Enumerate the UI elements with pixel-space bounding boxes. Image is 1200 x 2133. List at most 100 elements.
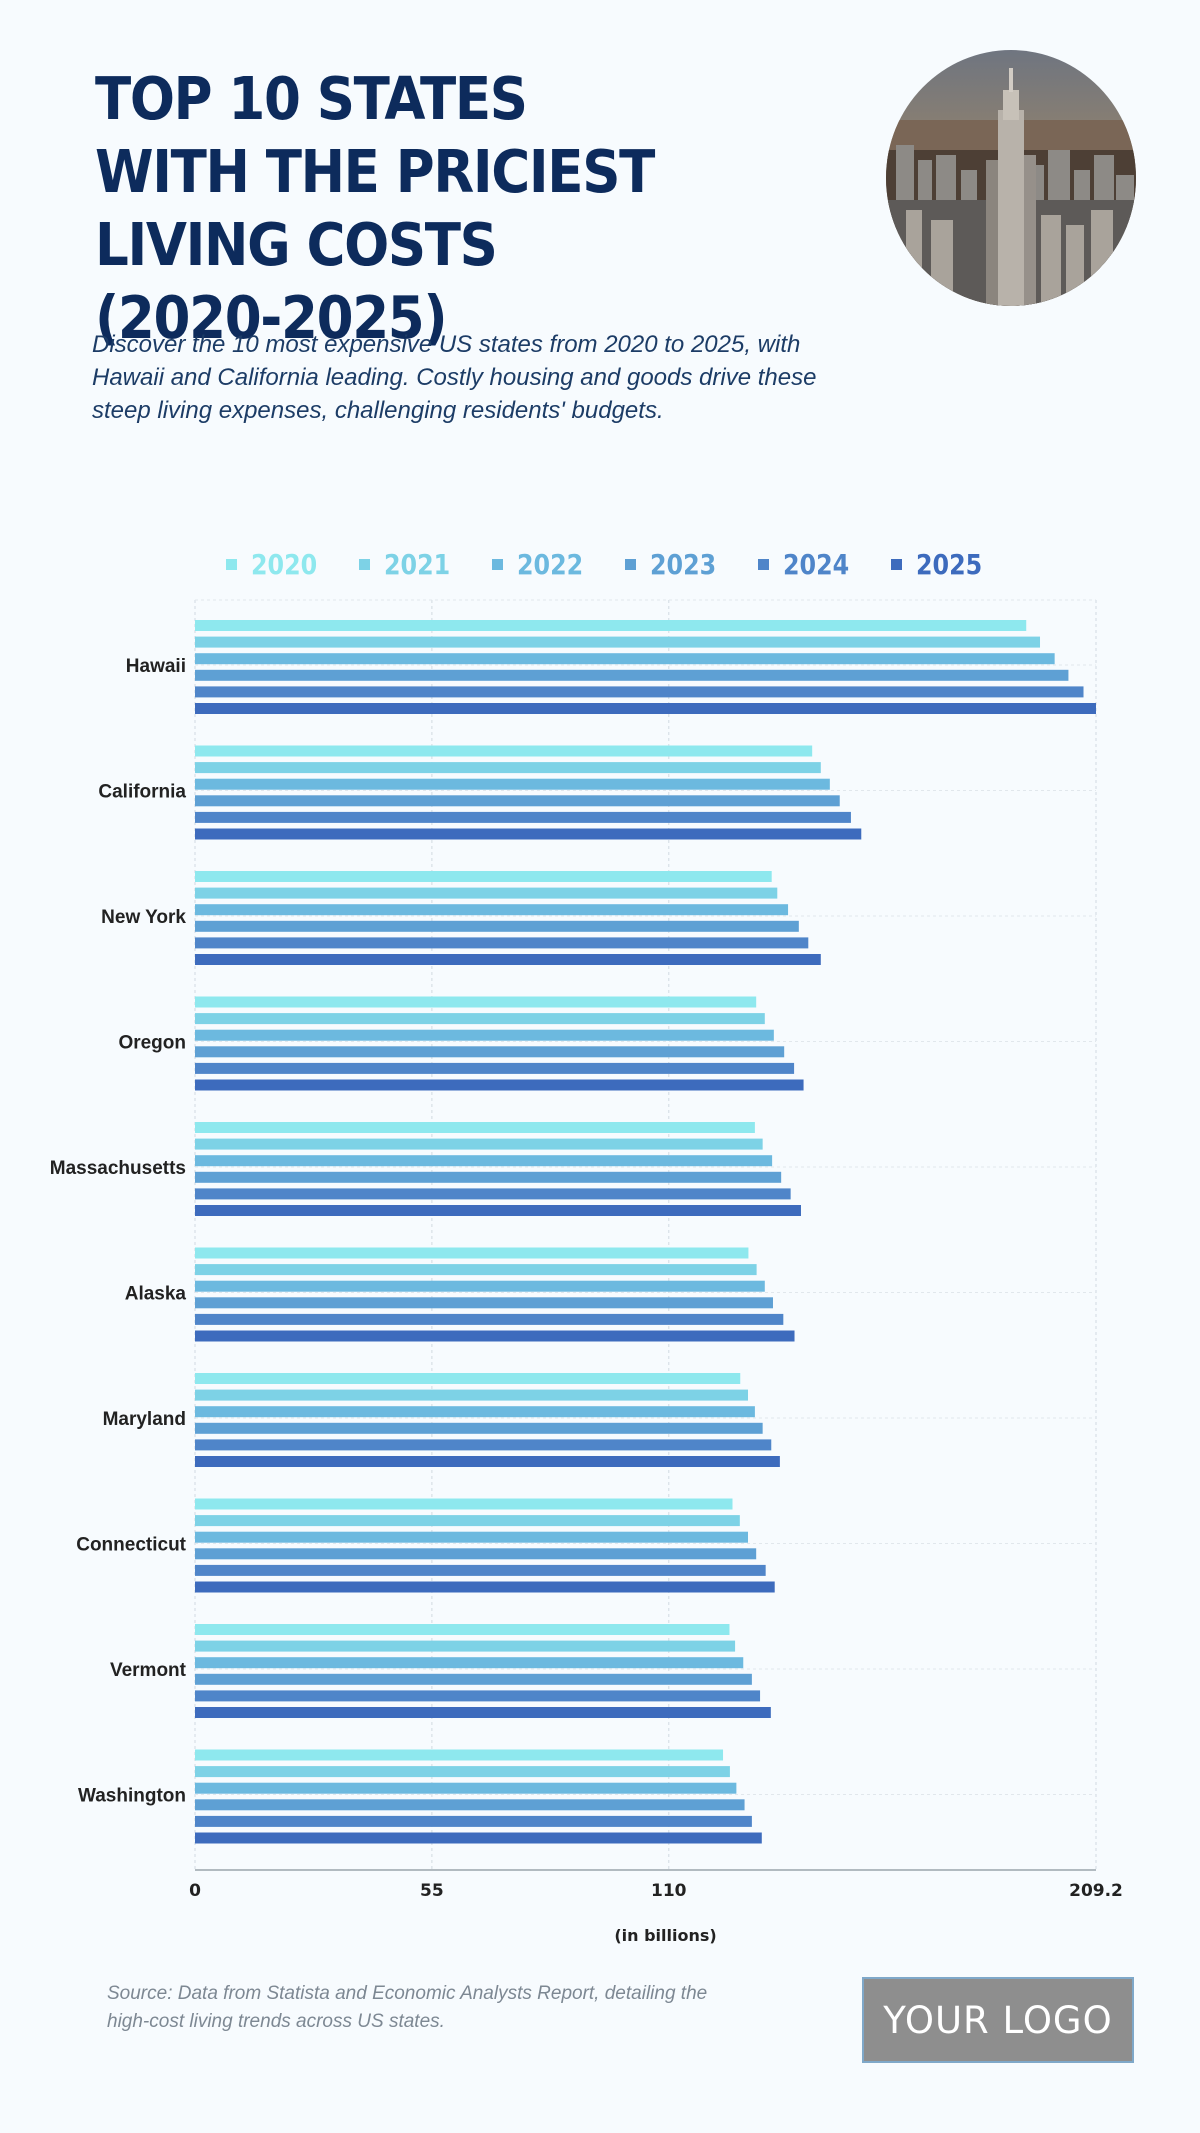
x-tick-label: 0 [189, 1881, 201, 1901]
bar-california-2020 [195, 745, 813, 757]
bar-hawaii-2022 [195, 653, 1055, 665]
legend-item-2021: 2021 [359, 548, 462, 581]
legend-item-2023: 2023 [625, 548, 728, 581]
category-label: Oregon [118, 1033, 186, 1054]
bar-massachusetts-2024 [195, 1188, 791, 1200]
bar-washington-2022 [195, 1782, 737, 1794]
bar-washington-2023 [195, 1799, 745, 1811]
legend-label-2023: 2023 [650, 548, 717, 581]
bar-alaska-2021 [195, 1264, 757, 1276]
legend-swatch-2020 [226, 559, 238, 570]
bar-california-2021 [195, 762, 821, 774]
chart-legend: 2020 2021 2022 2023 2024 2025 [0, 548, 1200, 581]
legend-label-2021: 2021 [384, 548, 451, 581]
bar-hawaii-2021 [195, 636, 1041, 648]
legend-label-2024: 2024 [782, 548, 850, 581]
bar-california-2025 [195, 828, 862, 840]
bar-massachusetts-2021 [195, 1138, 763, 1150]
bar-massachusetts-2020 [195, 1122, 755, 1133]
bar-connecticut-2020 [195, 1498, 733, 1510]
bar-vermont-2023 [195, 1673, 752, 1685]
bar-connecticut-2025 [195, 1581, 775, 1593]
category-label: New York [101, 907, 186, 928]
legend-swatch-2021 [359, 559, 371, 570]
source-note: Source: Data from Statista and Economic … [107, 1983, 708, 2032]
bar-connecticut-2024 [195, 1564, 766, 1576]
bar-vermont-2025 [195, 1707, 771, 1718]
legend-label-2020: 2020 [251, 548, 318, 581]
bar-hawaii-2025 [195, 703, 1096, 714]
bar-california-2022 [195, 778, 830, 790]
bar-vermont-2024 [195, 1690, 761, 1702]
category-label: Alaska [125, 1284, 187, 1305]
bar-maryland-2022 [195, 1406, 755, 1418]
bar-oregon-2022 [195, 1029, 774, 1041]
bar-hawaii-2023 [195, 669, 1069, 681]
bar-new-york-2020 [195, 871, 772, 882]
bar-hawaii-2024 [195, 686, 1084, 698]
legend-item-2020: 2020 [226, 548, 329, 581]
legend-label-2025: 2025 [915, 548, 983, 581]
category-label: Connecticut [76, 1535, 186, 1556]
bar-new-york-2024 [195, 937, 809, 949]
category-label: Vermont [110, 1660, 187, 1681]
bar-new-york-2025 [195, 954, 821, 965]
bar-washington-2024 [195, 1815, 752, 1827]
bar-california-2023 [195, 795, 840, 807]
bar-massachusetts-2023 [195, 1171, 782, 1183]
bar-maryland-2025 [195, 1456, 780, 1467]
bar-alaska-2023 [195, 1297, 773, 1309]
bar-washington-2021 [195, 1766, 730, 1778]
bar-connecticut-2023 [195, 1548, 757, 1560]
x-tick-label: 110 [651, 1881, 687, 1901]
bar-alaska-2024 [195, 1313, 784, 1325]
legend-item-2025: 2025 [890, 548, 994, 581]
bar-washington-2025 [195, 1832, 762, 1844]
bar-maryland-2023 [195, 1422, 763, 1434]
bar-vermont-2022 [195, 1657, 744, 1669]
bar-maryland-2024 [195, 1439, 772, 1451]
bar-oregon-2020 [195, 996, 757, 1008]
bar-connecticut-2021 [195, 1515, 740, 1527]
bar-oregon-2025 [195, 1079, 804, 1091]
bar-vermont-2020 [195, 1624, 730, 1635]
page-subtitle: Discover the 10 most expensive US states… [92, 331, 817, 424]
bar-massachusetts-2025 [195, 1205, 801, 1216]
legend-swatch-2022 [492, 559, 504, 570]
city-skyline-photo [886, 50, 1136, 306]
logo-placeholder: YOUR LOGO [862, 1977, 1134, 2063]
category-label: Washington [78, 1786, 186, 1807]
bar-oregon-2021 [195, 1013, 765, 1025]
bar-massachusetts-2022 [195, 1155, 773, 1167]
bar-hawaii-2020 [195, 620, 1027, 631]
bar-new-york-2023 [195, 920, 799, 932]
x-axis-title: (in billions) [614, 1926, 716, 1945]
bar-chart: Hawaii California New York Oregon Massachuse… [50, 599, 1123, 1945]
bar-vermont-2021 [195, 1640, 736, 1652]
category-label: Maryland [103, 1409, 186, 1430]
bar-california-2024 [195, 811, 851, 823]
bar-maryland-2021 [195, 1389, 749, 1401]
bar-washington-2020 [195, 1749, 724, 1761]
legend-swatch-2024 [757, 559, 769, 570]
x-tick-label: 209.2 [1069, 1881, 1123, 1901]
category-label: Hawaii [126, 656, 186, 677]
category-label: California [98, 782, 186, 803]
legend-swatch-2023 [625, 559, 636, 570]
bar-alaska-2022 [195, 1280, 765, 1292]
category-label: Massachusetts [50, 1158, 186, 1179]
bar-oregon-2023 [195, 1046, 785, 1058]
bar-maryland-2020 [195, 1373, 741, 1384]
bar-new-york-2022 [195, 904, 789, 916]
legend-item-2024: 2024 [757, 548, 861, 581]
page-title: TOP 10 STATES WITH THE PRICIEST LIVING C… [95, 64, 655, 352]
bar-alaska-2020 [195, 1247, 749, 1259]
legend-label-2022: 2022 [517, 548, 584, 581]
bar-connecticut-2022 [195, 1531, 749, 1543]
x-tick-label: 55 [420, 1881, 444, 1901]
bar-oregon-2024 [195, 1062, 795, 1074]
legend-item-2022: 2022 [492, 548, 595, 581]
bar-alaska-2025 [195, 1330, 795, 1342]
legend-swatch-2025 [890, 559, 902, 570]
bar-new-york-2021 [195, 887, 778, 899]
